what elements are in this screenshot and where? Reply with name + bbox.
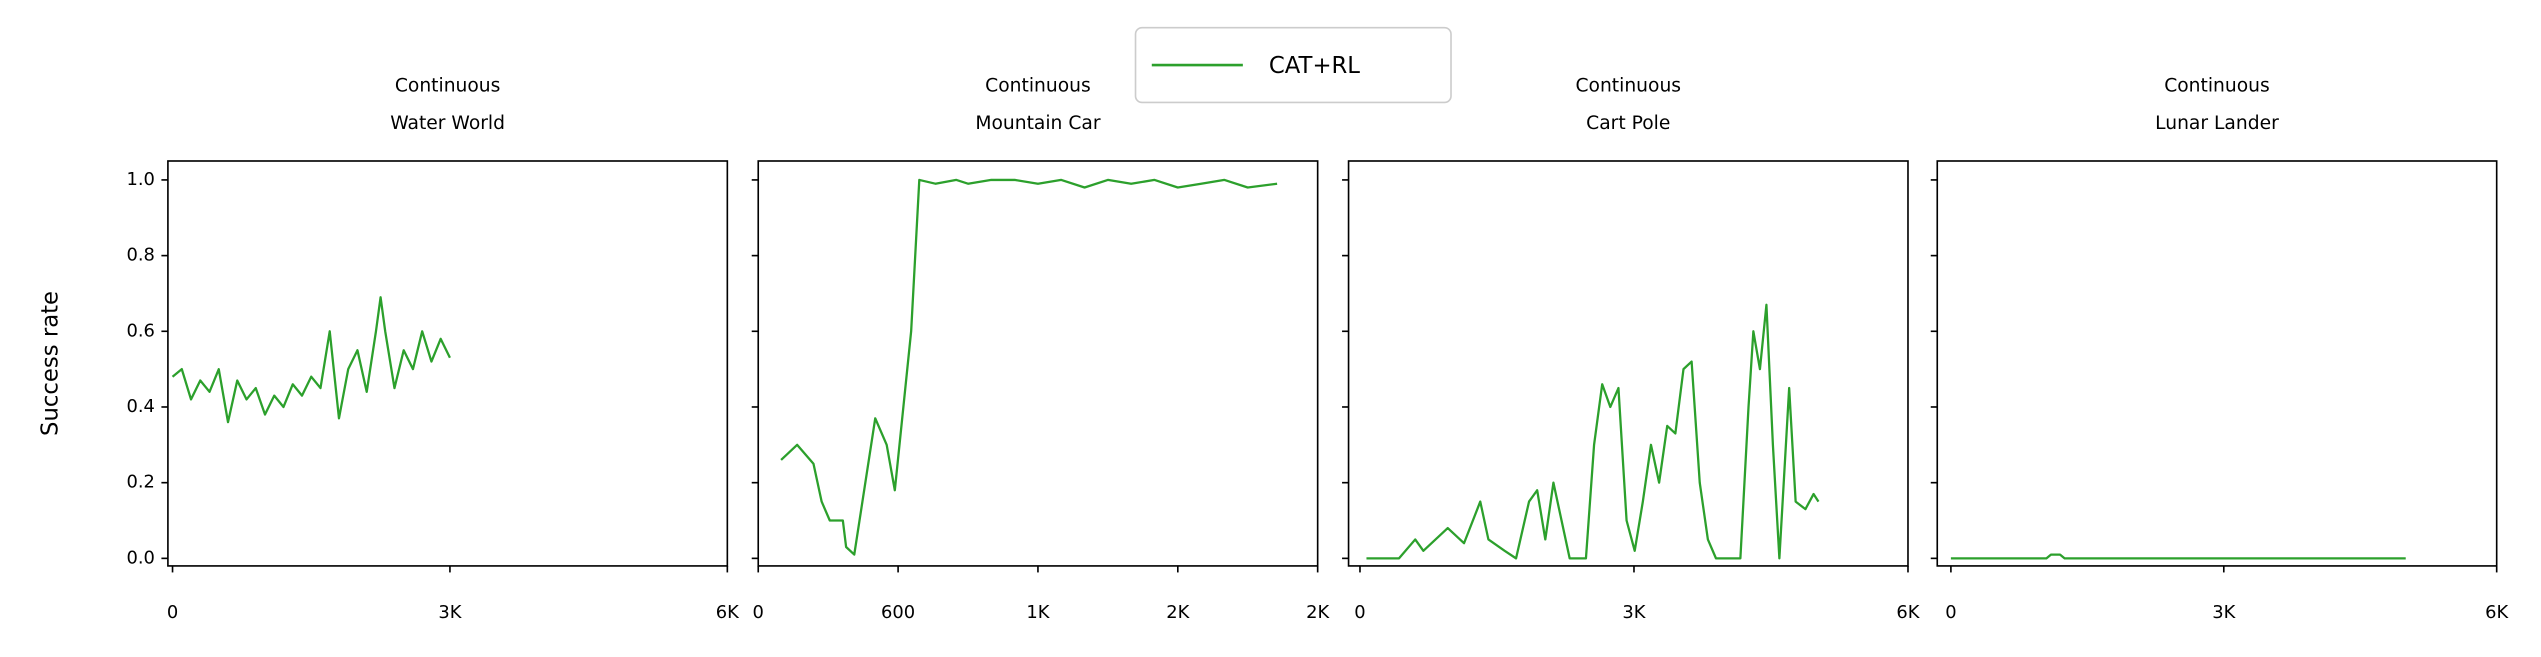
y-tick-label: 1.0: [126, 169, 154, 190]
x-tick-label: 2K: [1166, 602, 1190, 623]
x-tick-label: 0: [753, 602, 764, 623]
x-tick-label: 6K: [2485, 602, 2509, 623]
x-tick-label: 0: [1354, 602, 1365, 623]
data-line: [1366, 303, 1820, 560]
x-tick-label: 6K: [1896, 602, 1920, 623]
data-line: [780, 178, 1278, 556]
x-tick-label: 2K: [1306, 602, 1330, 623]
legend-label: CAT+RL: [1269, 53, 1360, 79]
x-tick-label: 3K: [2212, 602, 2236, 623]
subplot-title: Mountain Car: [975, 113, 1100, 134]
subplot-title: Continuous: [395, 76, 501, 97]
subplot-title: Cart Pole: [1586, 113, 1670, 134]
axes-frame: [1936, 160, 2498, 567]
x-tick-label: 1K: [1026, 602, 1050, 623]
y-tick-label: 0.6: [126, 320, 154, 341]
x-tick-label: 3K: [1622, 602, 1646, 623]
y-tick-label: 0.8: [126, 245, 154, 266]
legend-box: [1134, 26, 1452, 104]
x-tick-label: 3K: [438, 602, 462, 623]
y-tick-label: 0.2: [126, 472, 154, 493]
x-tick-label: 600: [881, 602, 915, 623]
x-tick-label: 0: [167, 602, 178, 623]
axes-frame: [1347, 160, 1909, 567]
x-tick-label: 6K: [716, 602, 740, 623]
axes-frame: [167, 160, 729, 567]
data-line: [171, 296, 451, 424]
y-tick-label: 0.0: [126, 547, 154, 568]
subplot-title: Water World: [390, 113, 505, 134]
x-tick-label: 0: [1945, 602, 1956, 623]
subplot-title: Continuous: [985, 76, 1091, 97]
subplot-title: Continuous: [1575, 76, 1681, 97]
y-tick-label: 0.4: [126, 396, 154, 417]
legend: CAT+RL: [1134, 26, 1452, 104]
subplot-title: Continuous: [2164, 76, 2270, 97]
subplot-title: Lunar Lander: [2155, 113, 2279, 134]
y-axis-label: Success rate: [37, 291, 63, 436]
data-line: [1950, 553, 2406, 560]
axes-frame: [757, 160, 1319, 567]
